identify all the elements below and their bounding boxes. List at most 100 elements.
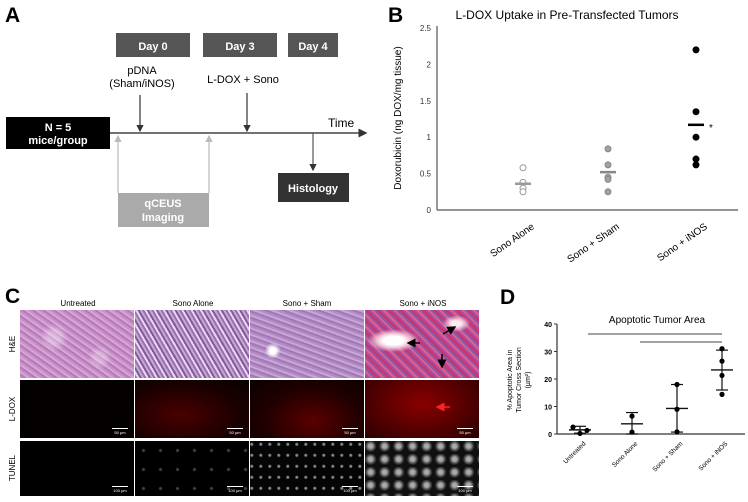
ldox-sono-alone-image: 50 µm bbox=[135, 380, 249, 438]
day-4-label: Day 4 bbox=[298, 41, 328, 53]
qceus-box bbox=[118, 193, 209, 227]
chart-b-ytick-label: 1.5 bbox=[420, 97, 432, 106]
scale-bar: 100 µm bbox=[112, 486, 128, 493]
ldox-sono-inos-image: 50 µm bbox=[365, 380, 479, 438]
histology-label: Histology bbox=[288, 183, 339, 195]
ldox-sono-label: L-DOX + Sono bbox=[207, 74, 279, 86]
day-0-label: Day 0 bbox=[138, 41, 167, 53]
chart-d-data-point bbox=[570, 424, 576, 430]
chart-d-data-point bbox=[584, 427, 590, 434]
chart-d-data-point bbox=[629, 429, 635, 435]
chart-b-data-point bbox=[604, 161, 612, 169]
n-mice-box bbox=[6, 117, 110, 149]
qceus-label: qCEUS bbox=[144, 198, 181, 210]
column-label-sono-sham: Sono + Sham bbox=[283, 299, 332, 308]
pdna-sham-inos-label: (Sham/iNOS) bbox=[109, 78, 174, 90]
chart-b-data-point bbox=[692, 133, 700, 141]
he-sono-alone-image bbox=[135, 310, 249, 378]
chart-b-ytick-label: 2.5 bbox=[420, 24, 432, 33]
scale-bar: 50 µm bbox=[227, 428, 243, 435]
chart-b-data-point bbox=[692, 161, 700, 169]
panel-b-chart: B L-DOX Uptake in Pre-Transfected Tumors… bbox=[388, 4, 738, 265]
chart-b-ytick-label: 0.5 bbox=[420, 170, 432, 179]
chart-b-ytick-label: 0 bbox=[427, 206, 432, 215]
imaging-label: Imaging bbox=[142, 212, 184, 224]
panel-letter-d: D bbox=[500, 286, 515, 309]
chart-d-data-point bbox=[674, 406, 680, 412]
chart-b-data-point bbox=[604, 175, 612, 183]
he-untreated-image bbox=[20, 310, 134, 378]
chart-d-ylabel-line-1: % Apoptotic Area in bbox=[507, 350, 514, 411]
day-0-box bbox=[116, 33, 190, 57]
chart-d-xtick-label: Sono Alone bbox=[611, 440, 640, 469]
he-sono-inos-image bbox=[365, 310, 479, 378]
column-label-sono-inos: Sono + iNOS bbox=[400, 299, 447, 308]
panel-c-labels: C Untreated Sono Alone Sono + Sham Sono … bbox=[5, 285, 457, 481]
chart-b-data-point bbox=[519, 164, 527, 172]
chart-b-ytick-label: 1 bbox=[427, 133, 432, 142]
chart-d-data-point bbox=[719, 358, 725, 364]
chart-d-ytick-label: 30 bbox=[544, 350, 552, 357]
scale-bar: 100 µm bbox=[227, 486, 243, 493]
day-3-box bbox=[203, 33, 277, 57]
chart-d-ytick-label: 20 bbox=[544, 377, 552, 384]
chart-b-data-point bbox=[692, 108, 700, 116]
chart-b-data-point bbox=[692, 46, 700, 54]
ldox-sono-sham-image: 50 µm bbox=[250, 380, 364, 438]
scale-bar: 50 µm bbox=[457, 428, 473, 435]
tunel-sono-sham-image: 100 µm bbox=[250, 441, 364, 496]
histology-box bbox=[278, 173, 349, 202]
tunel-sono-alone-image: 100 µm bbox=[135, 441, 249, 496]
chart-d-xtick-label: Sono + iNOS bbox=[698, 440, 730, 472]
row-label-tunel: TUNEL bbox=[8, 454, 17, 481]
chart-b-ytick-label: 2 bbox=[427, 60, 432, 69]
chart-b-data-point bbox=[519, 188, 527, 196]
scale-bar: 50 µm bbox=[112, 428, 128, 435]
day-3-label: Day 3 bbox=[225, 41, 254, 53]
chart-b-xtick-label: Sono + Sham bbox=[566, 221, 622, 265]
chart-d-xtick-label: Untreated bbox=[562, 440, 587, 465]
pdna-label: pDNA bbox=[127, 65, 157, 77]
chart-b-title: L-DOX Uptake in Pre-Transfected Tumors bbox=[456, 8, 679, 22]
tunel-sono-inos-image: 100 µm bbox=[365, 441, 479, 496]
tunel-untreated-image: 100 µm bbox=[20, 441, 134, 496]
chart-d-data-point bbox=[719, 346, 725, 352]
chart-d-ytick-label: 40 bbox=[544, 322, 552, 329]
chart-d-data-point bbox=[674, 381, 680, 388]
chart-b-xtick-label: Sono + iNOS bbox=[655, 221, 710, 264]
chart-b-ylabel: Doxorubicin (ng DOX/mg tissue) bbox=[393, 46, 404, 189]
time-label: Time bbox=[328, 116, 355, 130]
column-label-sono-alone: Sono Alone bbox=[173, 299, 214, 308]
panel-a-timeline: A Day 0 Day 3 Day 4 pDNA (Sham/iNOS) L-D… bbox=[5, 4, 368, 227]
column-label-untreated: Untreated bbox=[60, 299, 95, 308]
ldox-untreated-image: 50 µm bbox=[20, 380, 134, 438]
panel-letter-a: A bbox=[5, 4, 20, 27]
chart-d-ylabel-line-2: Tumor Cross Section bbox=[516, 347, 523, 413]
chart-d-data-point bbox=[629, 413, 635, 419]
chart-b-data-point bbox=[604, 145, 612, 153]
chart-d-xtick-label: Sono + Sham bbox=[651, 440, 684, 473]
he-arrow-2 bbox=[442, 326, 457, 335]
chart-d-title: Apoptotic Tumor Area bbox=[609, 315, 706, 326]
mice-group-label: mice/group bbox=[28, 135, 88, 147]
chart-b-xtick-label: Sono Alone bbox=[488, 221, 537, 260]
chart-d-ytick-label: 0 bbox=[548, 432, 552, 439]
scale-bar: 100 µm bbox=[457, 486, 473, 493]
chart-d-data-point bbox=[719, 391, 725, 397]
n-label: N = 5 bbox=[45, 122, 72, 134]
chart-d-data-point bbox=[577, 430, 583, 437]
chart-d-data-point bbox=[674, 429, 680, 435]
chart-d-ytick-label: 10 bbox=[544, 405, 552, 412]
chart-b-significance-asterisk: * bbox=[709, 123, 713, 134]
scale-bar: 100 µm bbox=[342, 486, 358, 493]
scale-bar: 50 µm bbox=[342, 428, 358, 435]
panel-d-chart: D Apoptotic Tumor Area % Apoptotic Area … bbox=[500, 286, 745, 473]
day-4-box bbox=[288, 33, 338, 57]
panel-letter-c: C bbox=[5, 285, 20, 308]
chart-b-data-point bbox=[604, 188, 612, 196]
row-label-he: H&E bbox=[8, 336, 17, 352]
chart-d-ylabel-line-3: (µm²) bbox=[525, 372, 532, 389]
chart-d-data-point bbox=[719, 372, 725, 379]
